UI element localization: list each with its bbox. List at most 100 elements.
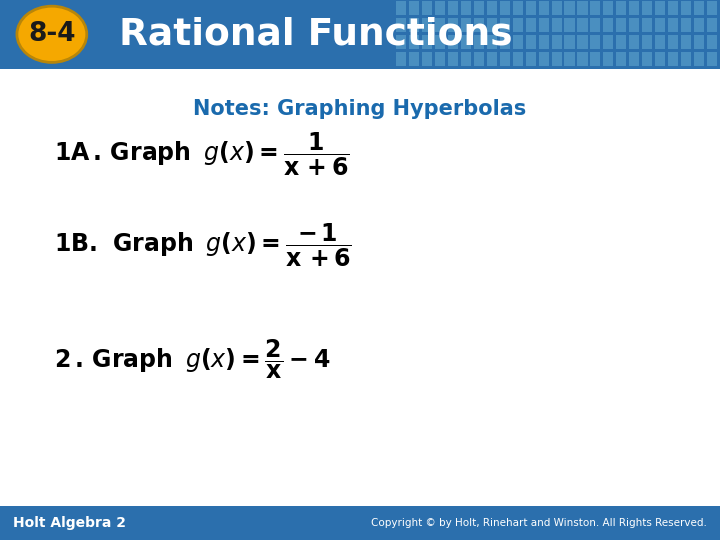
Bar bbox=[642, 52, 652, 66]
Bar bbox=[396, 18, 406, 32]
Bar bbox=[487, 18, 497, 32]
Bar bbox=[707, 1, 717, 15]
Bar bbox=[655, 18, 665, 32]
Bar bbox=[539, 52, 549, 66]
Text: $\bf{2\,.\,Graph\;\;}$$\it{g}\bf{(}\it{x}\bf{)=\dfrac{2}{x}-4}$: $\bf{2\,.\,Graph\;\;}$$\it{g}\bf{(}\it{x… bbox=[54, 338, 330, 381]
Bar bbox=[694, 18, 704, 32]
Bar bbox=[435, 52, 445, 66]
Bar bbox=[461, 1, 471, 15]
Bar bbox=[590, 18, 600, 32]
Bar bbox=[422, 1, 432, 15]
Bar bbox=[564, 52, 575, 66]
Bar bbox=[603, 35, 613, 49]
Bar bbox=[422, 35, 432, 49]
Bar bbox=[448, 35, 458, 49]
Bar bbox=[616, 52, 626, 66]
Bar bbox=[616, 1, 626, 15]
Bar bbox=[513, 35, 523, 49]
Bar bbox=[526, 18, 536, 32]
Bar bbox=[409, 35, 419, 49]
Bar bbox=[564, 18, 575, 32]
Bar bbox=[681, 52, 691, 66]
Bar bbox=[642, 18, 652, 32]
Bar bbox=[396, 35, 406, 49]
Bar bbox=[552, 1, 562, 15]
Bar bbox=[513, 1, 523, 15]
Bar bbox=[487, 1, 497, 15]
Bar bbox=[461, 35, 471, 49]
Bar bbox=[603, 18, 613, 32]
Bar bbox=[422, 52, 432, 66]
Bar bbox=[500, 18, 510, 32]
Bar bbox=[500, 1, 510, 15]
Bar bbox=[603, 1, 613, 15]
Bar bbox=[552, 52, 562, 66]
Text: Copyright © by Holt, Rinehart and Winston. All Rights Reserved.: Copyright © by Holt, Rinehart and Winsto… bbox=[372, 518, 707, 528]
Bar bbox=[487, 52, 497, 66]
Bar bbox=[448, 18, 458, 32]
Bar bbox=[474, 52, 484, 66]
Bar bbox=[526, 1, 536, 15]
Text: $\bf{1A\,.\,Graph\;\;}$$\it{g}\bf{(}\it{x}\bf{)=\dfrac{1}{x\,+6}}$: $\bf{1A\,.\,Graph\;\;}$$\it{g}\bf{(}\it{… bbox=[54, 130, 349, 178]
Bar bbox=[526, 35, 536, 49]
Bar bbox=[603, 52, 613, 66]
Bar bbox=[513, 18, 523, 32]
Bar bbox=[0, 0, 720, 69]
Bar bbox=[526, 52, 536, 66]
Bar bbox=[539, 1, 549, 15]
Bar bbox=[694, 35, 704, 49]
Bar bbox=[590, 52, 600, 66]
Text: Rational Functions: Rational Functions bbox=[119, 16, 513, 52]
Bar bbox=[461, 52, 471, 66]
Bar bbox=[642, 1, 652, 15]
Bar bbox=[539, 18, 549, 32]
Bar bbox=[396, 1, 406, 15]
Bar bbox=[629, 52, 639, 66]
Bar bbox=[668, 52, 678, 66]
Bar bbox=[668, 18, 678, 32]
Bar bbox=[435, 35, 445, 49]
Bar bbox=[681, 1, 691, 15]
Bar bbox=[629, 18, 639, 32]
Bar bbox=[707, 35, 717, 49]
Bar bbox=[616, 18, 626, 32]
Text: Holt Algebra 2: Holt Algebra 2 bbox=[13, 516, 126, 530]
Bar bbox=[461, 18, 471, 32]
Bar bbox=[564, 35, 575, 49]
Bar bbox=[487, 35, 497, 49]
Bar bbox=[694, 52, 704, 66]
Bar bbox=[500, 35, 510, 49]
Bar bbox=[448, 52, 458, 66]
Bar bbox=[655, 35, 665, 49]
Bar bbox=[539, 35, 549, 49]
Text: 8-4: 8-4 bbox=[28, 21, 76, 48]
Bar bbox=[694, 1, 704, 15]
Bar bbox=[422, 18, 432, 32]
Text: $\bf{1B.\;\,Graph\;\;}$$\it{g}\bf{(}\it{x}\bf{)=\dfrac{-\,1}{x\,+6}}$: $\bf{1B.\;\,Graph\;\;}$$\it{g}\bf{(}\it{… bbox=[54, 222, 352, 269]
Bar bbox=[513, 52, 523, 66]
Bar bbox=[668, 35, 678, 49]
Bar bbox=[435, 1, 445, 15]
Bar bbox=[642, 35, 652, 49]
Bar bbox=[629, 35, 639, 49]
Bar bbox=[655, 1, 665, 15]
Bar bbox=[577, 1, 588, 15]
Bar bbox=[564, 1, 575, 15]
Bar bbox=[396, 52, 406, 66]
Bar bbox=[590, 35, 600, 49]
Bar bbox=[0, 506, 720, 540]
Bar bbox=[409, 52, 419, 66]
Bar bbox=[409, 18, 419, 32]
Bar bbox=[552, 18, 562, 32]
Bar bbox=[435, 18, 445, 32]
Bar bbox=[668, 1, 678, 15]
Bar bbox=[474, 18, 484, 32]
Bar bbox=[500, 52, 510, 66]
Bar bbox=[474, 35, 484, 49]
Bar bbox=[707, 18, 717, 32]
Bar bbox=[448, 1, 458, 15]
Bar bbox=[629, 1, 639, 15]
Text: Notes: Graphing Hyperbolas: Notes: Graphing Hyperbolas bbox=[194, 99, 526, 119]
Bar bbox=[409, 1, 419, 15]
Bar bbox=[681, 35, 691, 49]
